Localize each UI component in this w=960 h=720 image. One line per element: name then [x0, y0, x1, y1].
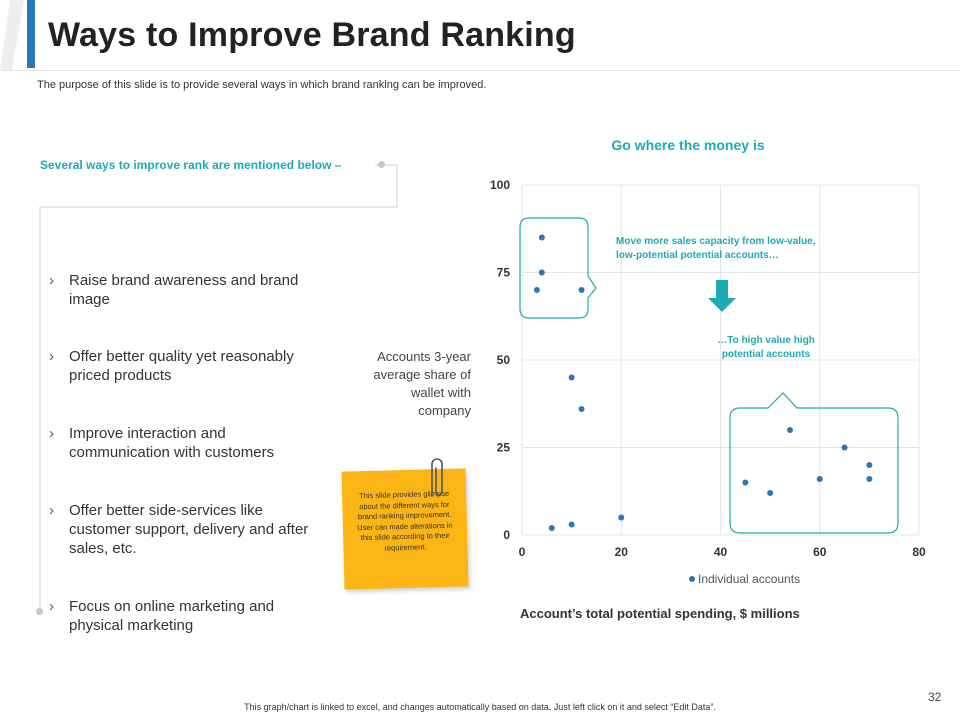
- data-point: [568, 521, 575, 528]
- data-point: [866, 462, 873, 468]
- annotation-top: Move more sales capacity from low-value,…: [616, 236, 816, 261]
- section-heading: Several ways to improve rank are mention…: [40, 158, 342, 172]
- chevron-right-icon: ›: [49, 598, 54, 615]
- bullet-text: Raise brand awareness and brand image: [69, 272, 299, 308]
- bullet-text: Improve interaction and communication wi…: [69, 425, 275, 461]
- data-point: [548, 525, 555, 531]
- data-point: [578, 406, 585, 412]
- data-point: [578, 287, 585, 293]
- y-axis-label: Accounts 3-year average share of wallet …: [373, 349, 471, 418]
- title-accent-bar: [27, 0, 35, 68]
- callout-box-high-value: [729, 392, 899, 534]
- slide-title: Ways to Improve Brand Ranking: [48, 16, 576, 54]
- y-tick-label: 100: [490, 178, 510, 192]
- data-point: [538, 234, 545, 241]
- legend-marker: [689, 576, 695, 582]
- title-decoration: [0, 0, 24, 70]
- sticky-note: This slide provides glimpse about the di…: [341, 468, 469, 590]
- y-tick-label: 25: [497, 441, 511, 455]
- bullet-text: Offer better side-services like customer…: [69, 502, 309, 557]
- arrow-down-icon: [708, 280, 736, 312]
- chevron-right-icon: ›: [49, 502, 54, 519]
- y-tick-label: 0: [503, 528, 510, 542]
- page-number: 32: [928, 690, 942, 704]
- x-tick-label: 20: [615, 545, 629, 559]
- x-tick-label: 0: [519, 545, 526, 559]
- bracket-dot-bottom: [36, 608, 43, 615]
- callout-box-low-value: [519, 217, 597, 319]
- data-point: [866, 476, 873, 482]
- chevron-right-icon: ›: [49, 272, 54, 289]
- paperclip-icon: [431, 458, 443, 497]
- x-axis-label: Account’s total potential spending, $ mi…: [520, 606, 800, 621]
- x-tick-label: 60: [813, 545, 827, 559]
- bullet-bracket: [39, 164, 398, 612]
- footer-note: This graph/chart is linked to excel, and…: [244, 702, 716, 712]
- y-tick-label: 50: [497, 353, 511, 367]
- data-point: [742, 479, 749, 486]
- data-point: [767, 490, 774, 496]
- data-point: [816, 476, 823, 482]
- y-tick-label: 75: [497, 266, 511, 280]
- data-point: [538, 269, 545, 276]
- x-tick-label: 80: [912, 545, 926, 559]
- data-point: [568, 374, 575, 381]
- chevron-right-icon: ›: [49, 348, 54, 365]
- x-tick-label: 40: [714, 545, 728, 559]
- chart-title: Go where the money is: [611, 137, 764, 153]
- bracket-dot-top: [378, 161, 385, 168]
- bullet-text: Focus on online marketing and physical m…: [69, 598, 275, 634]
- annotation-bottom: …To high value high potential accounts: [717, 335, 815, 360]
- legend-label: Individual accounts: [698, 572, 800, 586]
- scatter-chart: 0 25 50 75 100 0 20 40 60 80 Go where the money i…: [490, 137, 926, 621]
- data-point: [841, 444, 848, 451]
- data-point: [618, 514, 625, 521]
- slide-subtitle: The purpose of this slide is to provide …: [37, 79, 487, 91]
- data-point: [533, 287, 540, 293]
- title-divider: [0, 70, 960, 71]
- data-point: [786, 427, 793, 433]
- bullet-text: Offer better quality yet reasonably pric…: [69, 348, 294, 384]
- chevron-right-icon: ›: [49, 425, 54, 442]
